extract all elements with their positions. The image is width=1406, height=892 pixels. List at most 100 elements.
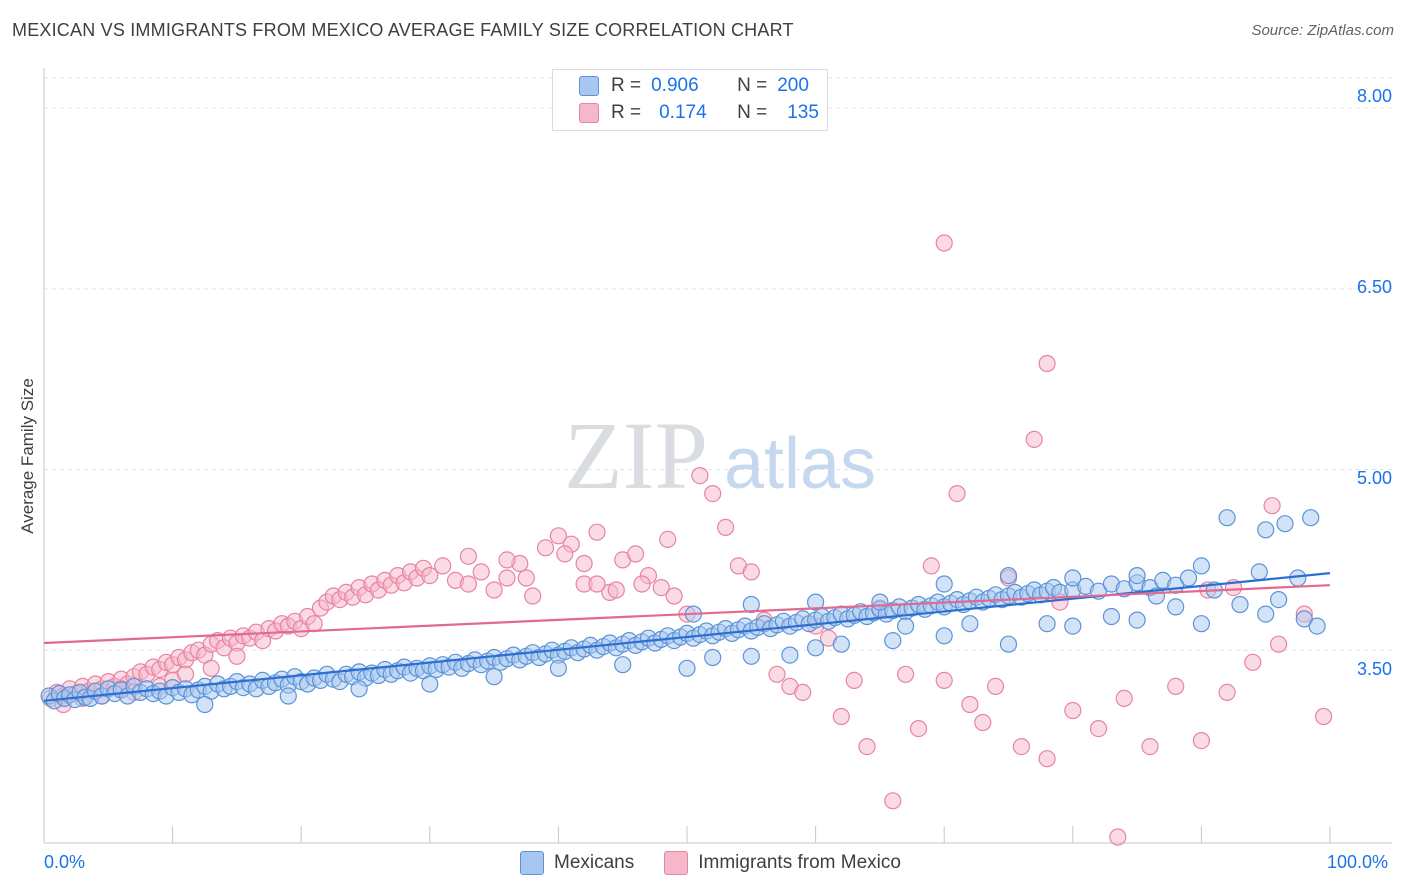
mexicans-point bbox=[1218, 509, 1236, 527]
immigrants-point bbox=[1244, 653, 1262, 671]
immigrants-point bbox=[459, 575, 477, 593]
immigrants-point bbox=[884, 792, 902, 810]
immigrants-point bbox=[665, 587, 683, 605]
legend-swatch-blue bbox=[520, 851, 544, 875]
immigrants-point bbox=[986, 677, 1005, 696]
mexicans-point bbox=[935, 627, 953, 645]
immigrants-point bbox=[517, 569, 535, 587]
y-tick-label: 8.00 bbox=[1356, 86, 1392, 106]
mexicans-point bbox=[806, 593, 825, 611]
immigrants-point bbox=[305, 615, 323, 633]
immigrants-point bbox=[1038, 750, 1056, 768]
mexicans-point bbox=[999, 566, 1018, 585]
chart-source: Source: ZipAtlas.com bbox=[1251, 22, 1394, 39]
immigrants-point bbox=[845, 671, 863, 690]
series-immigrants-points bbox=[41, 234, 1333, 846]
legend-row-mexicans: R = 0.906 N = 200 bbox=[553, 73, 809, 99]
legend-label: Immigrants from Mexico bbox=[698, 852, 901, 873]
immigrants-point bbox=[498, 551, 516, 569]
immigrants-point bbox=[1038, 354, 1056, 373]
mexicans-point bbox=[781, 646, 799, 664]
immigrants-point bbox=[896, 665, 915, 683]
immigrants-point bbox=[948, 485, 966, 503]
immigrants-point bbox=[961, 695, 979, 714]
mexicans-point bbox=[871, 593, 889, 611]
legend-n-label: N = bbox=[737, 75, 768, 96]
legend-swatch-pink bbox=[579, 103, 599, 123]
immigrants-point bbox=[909, 719, 928, 738]
y-tick-label: 5.00 bbox=[1356, 468, 1392, 488]
immigrants-point bbox=[922, 557, 940, 575]
immigrants-point bbox=[498, 569, 516, 587]
immigrants-point bbox=[633, 575, 651, 593]
mexicans-point bbox=[1128, 611, 1146, 629]
mexicans-point bbox=[1038, 615, 1056, 633]
mexicans-point bbox=[999, 635, 1018, 653]
mexicans-point bbox=[196, 695, 214, 714]
immigrants-point bbox=[1089, 719, 1108, 738]
mexicans-point bbox=[961, 615, 979, 633]
y-tick-label: 6.50 bbox=[1356, 277, 1392, 297]
immigrants-point bbox=[794, 683, 812, 702]
immigrants-point bbox=[659, 530, 677, 549]
watermark: ZIP atlas bbox=[564, 402, 876, 509]
x-tick-label-max: 100.0% bbox=[1327, 852, 1389, 872]
mexicans-point bbox=[704, 648, 722, 667]
legend-n-label: N = bbox=[737, 102, 768, 123]
immigrants-point bbox=[434, 557, 452, 575]
immigrants-point bbox=[459, 547, 477, 565]
immigrants-point bbox=[1192, 731, 1211, 750]
mexicans-point bbox=[1192, 615, 1211, 633]
immigrants-point bbox=[858, 737, 876, 756]
trend-line-immigrants bbox=[43, 584, 1331, 645]
mexicans-point bbox=[935, 575, 953, 593]
immigrants-point bbox=[832, 707, 850, 726]
mexicans-point bbox=[896, 617, 915, 635]
immigrants-point bbox=[1314, 707, 1333, 726]
x-tick-label-min: 0.0% bbox=[44, 852, 86, 872]
legend-r-value: 0.174 bbox=[659, 102, 707, 123]
immigrants-point bbox=[1115, 689, 1133, 708]
immigrants-point bbox=[935, 234, 953, 252]
immigrants-point bbox=[588, 523, 606, 541]
immigrants-point bbox=[485, 581, 503, 599]
immigrants-point bbox=[691, 467, 709, 485]
immigrants-point bbox=[1109, 828, 1127, 846]
mexicans-point bbox=[884, 631, 902, 650]
trend-lines bbox=[43, 572, 1331, 702]
mexicans-point bbox=[350, 680, 368, 698]
immigrants-point bbox=[575, 554, 593, 573]
mexicans-point bbox=[549, 659, 568, 677]
immigrants-point bbox=[1269, 635, 1288, 653]
mexicans-point bbox=[1257, 605, 1275, 623]
mexicans-point bbox=[1250, 563, 1268, 581]
mexicans-point bbox=[678, 659, 696, 677]
immigrants-point bbox=[1012, 737, 1031, 756]
mexicans-point bbox=[742, 595, 760, 614]
immigrants-point bbox=[1218, 683, 1236, 702]
mexicans-point bbox=[1302, 509, 1320, 527]
immigrants-point bbox=[549, 527, 568, 545]
immigrants-point bbox=[1263, 497, 1281, 515]
mexicans-point bbox=[279, 687, 297, 705]
immigrants-point bbox=[1167, 677, 1185, 696]
y-tick-label: 3.50 bbox=[1356, 659, 1392, 679]
mexicans-point bbox=[1231, 595, 1249, 614]
mexicans-point bbox=[742, 647, 760, 665]
immigrants-point bbox=[626, 545, 645, 563]
series-legend: Mexicans Immigrants from Mexico bbox=[520, 851, 931, 875]
legend-n-value: 135 bbox=[787, 102, 819, 123]
immigrants-point bbox=[524, 587, 542, 605]
immigrants-point bbox=[228, 647, 246, 665]
immigrants-point bbox=[176, 665, 195, 683]
immigrants-point bbox=[1025, 430, 1043, 448]
mexicans-point bbox=[1167, 598, 1185, 616]
legend-swatch-pink bbox=[664, 851, 689, 875]
mexicans-point bbox=[1276, 515, 1294, 533]
legend-item-mexicans: Mexicans bbox=[520, 851, 634, 875]
mexicans-point bbox=[1179, 569, 1198, 587]
immigrants-point bbox=[716, 518, 735, 537]
immigrants-point bbox=[974, 713, 992, 732]
legend-r-value: 0.906 bbox=[651, 75, 699, 96]
